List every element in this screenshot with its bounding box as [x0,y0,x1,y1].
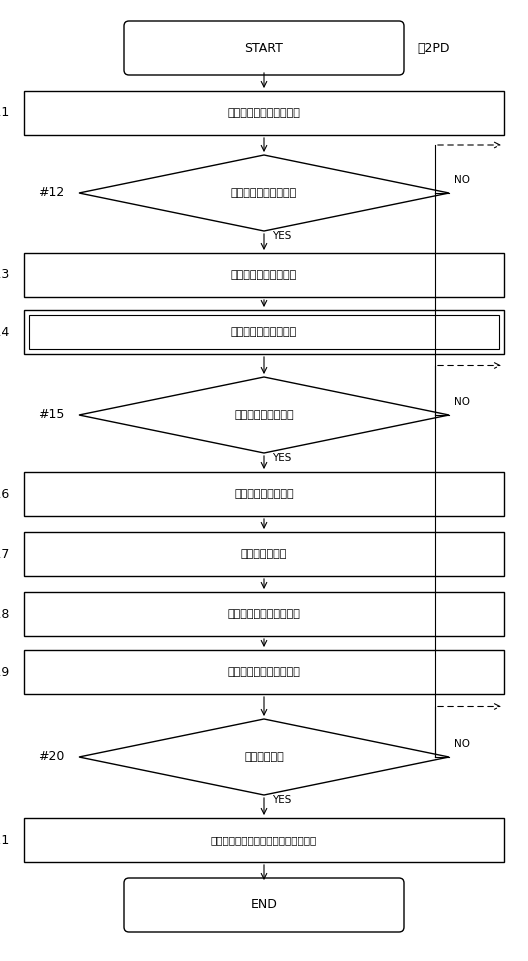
Polygon shape [79,155,449,231]
Text: プリント指令画面の表示: プリント指令画面の表示 [228,108,300,118]
Text: #20: #20 [38,751,64,763]
Text: #14: #14 [0,326,9,338]
Text: YES: YES [272,795,291,805]
Text: YES: YES [272,231,291,241]
Bar [24,650,504,694]
Text: 開始ボタン？: 開始ボタン？ [244,752,284,762]
Text: #11: #11 [0,107,9,119]
Text: NO: NO [454,397,470,407]
FancyBboxPatch shape [124,21,404,75]
Text: YES: YES [272,453,291,463]
Text: プリント条件情報の更新: プリント条件情報の更新 [228,609,300,619]
Polygon shape [79,719,449,795]
Bar [24,91,504,135]
Text: #17: #17 [0,548,9,560]
Polygon shape [79,377,449,453]
Text: #12: #12 [38,186,64,200]
Text: #13: #13 [0,268,9,282]
Text: END: END [251,899,277,911]
Text: プリントデータの生成、プリント指令: プリントデータの生成、プリント指令 [211,835,317,845]
Bar [24,532,504,576]
Bar [24,253,504,297]
Text: 仮想プリンタ名の受付: 仮想プリンタ名の受付 [231,270,297,280]
Bar [24,818,504,862]
Text: NO: NO [454,739,470,749]
Text: #16: #16 [0,487,9,501]
Text: #15: #15 [38,408,64,422]
Text: 条件変更画面の表示: 条件変更画面の表示 [234,489,294,499]
Text: ～2PD: ～2PD [417,41,449,55]
Text: #18: #18 [0,607,9,621]
Text: START: START [244,41,284,55]
FancyBboxPatch shape [124,878,404,932]
Text: 条件変更画面のクローズ: 条件変更画面のクローズ [228,667,300,677]
Text: プロパティボタン？: プロパティボタン？ [234,410,294,420]
Text: #21: #21 [0,833,9,847]
Bar [24,310,504,354]
Text: 変更内容の受付: 変更内容の受付 [241,549,287,559]
Text: #19: #19 [0,666,9,678]
Bar [29,315,499,349]
Bar [24,472,504,516]
Bar [24,592,504,636]
Text: プルダウンから選択？: プルダウンから選択？ [231,188,297,198]
Text: NO: NO [454,175,470,185]
Text: プリント条件決定処理: プリント条件決定処理 [231,327,297,337]
